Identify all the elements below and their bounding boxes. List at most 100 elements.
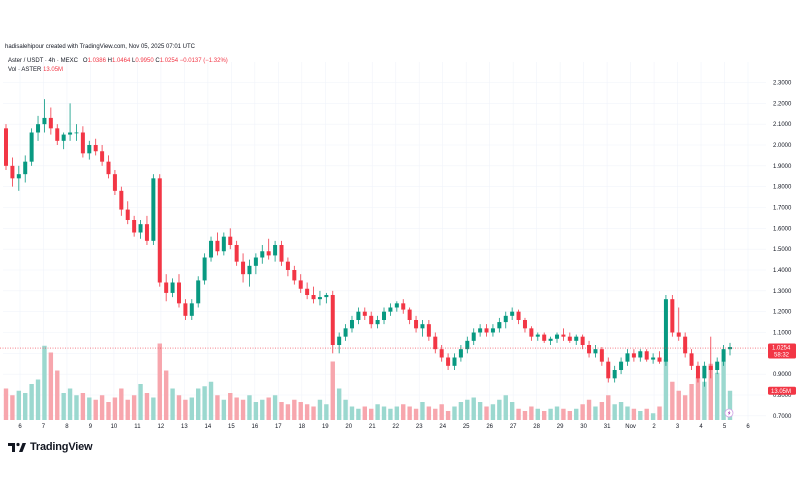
time-tick-label: 24 — [439, 424, 446, 430]
time-tick-label: 28 — [533, 424, 540, 430]
volume-bar — [119, 388, 124, 420]
volume-bar — [375, 404, 380, 420]
volume-bar — [343, 399, 348, 420]
candle-body — [420, 324, 425, 329]
candle-body — [651, 357, 656, 360]
volume-bar — [625, 406, 630, 420]
volume-bar — [234, 397, 239, 420]
volume-bar — [240, 399, 246, 420]
volume-bar — [433, 408, 438, 420]
volume-bar — [157, 343, 162, 420]
price-tick-label: 2.2000 — [773, 101, 792, 107]
volume-bar — [183, 399, 188, 420]
time-tick-label: 9 — [89, 424, 93, 430]
candle-body — [228, 236, 233, 245]
volume-bar — [369, 408, 374, 420]
price-tick-label: 1.4000 — [773, 268, 792, 274]
volume-bar — [727, 390, 733, 420]
price-tick-label: 1.5000 — [773, 247, 792, 253]
volume-bar — [484, 406, 489, 420]
legend-close-value: 1.0254 — [159, 58, 179, 64]
volume-bar — [48, 352, 54, 420]
candle-body — [196, 280, 201, 304]
volume-bar — [16, 390, 22, 420]
volume-bar — [490, 404, 496, 420]
time-tick-label: 13 — [181, 424, 188, 430]
volume-bar — [567, 411, 573, 420]
candle-body — [324, 295, 329, 298]
volume-bar — [163, 370, 169, 420]
candle-body — [426, 324, 431, 337]
legend-ohlc-row: Aster / USDT · 4h · MEXC O1.0386 H1.0464… — [8, 57, 228, 66]
candle-body — [567, 336, 572, 341]
candle-body — [100, 151, 105, 162]
volume-bar — [394, 406, 400, 420]
candle-body — [561, 334, 566, 337]
candle-body — [715, 361, 720, 370]
volume-bar — [29, 384, 34, 420]
volume-bar — [253, 402, 259, 420]
time-axis[interactable]: 6 7 8 9 10 11 12 13 14 15 16 17 18 19 20 21 22 23 24 25 26 27… — [18, 424, 750, 430]
tradingview-logo-icon — [8, 442, 26, 452]
volume-bar — [349, 406, 355, 420]
candle-body — [670, 299, 675, 333]
volume-bar — [682, 395, 688, 420]
volume-bar — [125, 399, 130, 420]
candle-body — [683, 336, 688, 354]
candle-body — [663, 299, 668, 362]
candle-body — [311, 295, 316, 300]
candle-body — [260, 251, 265, 258]
candle-body — [497, 322, 502, 329]
legend-volume-label[interactable]: Vol · ASTER — [8, 67, 42, 73]
candle-body — [535, 334, 540, 337]
price-tick-label: 1.7000 — [773, 206, 792, 212]
volume-bar — [599, 402, 605, 420]
volume-bar — [580, 404, 585, 420]
legend-symbol[interactable]: Aster / USDT · 4h · MEXC — [8, 58, 78, 64]
volume-bar — [657, 406, 662, 420]
candle-body — [529, 328, 534, 337]
time-tick-label: 7 — [42, 424, 46, 430]
candle-body — [221, 236, 226, 252]
grid-lines — [3, 62, 766, 420]
volume-bar — [221, 399, 227, 420]
tradingview-brand[interactable]: TradingView — [8, 441, 93, 453]
candle-body — [401, 303, 406, 310]
volume-bar — [260, 399, 265, 420]
candle-body — [234, 245, 239, 262]
flash-icon[interactable] — [724, 408, 734, 418]
candle-body — [305, 288, 310, 295]
volume-bar — [74, 395, 79, 420]
time-tick-label: 26 — [486, 424, 493, 430]
volume-bar — [215, 395, 220, 420]
volume-bar — [324, 404, 329, 420]
volume-bar — [503, 395, 508, 420]
candle-body — [369, 315, 374, 325]
volume-badge-value: 13.05M — [771, 389, 791, 395]
candle-body — [599, 349, 604, 362]
volume-bar — [714, 372, 720, 420]
volume-bar — [702, 381, 707, 420]
candle-body — [446, 357, 451, 366]
candle-body — [343, 328, 348, 337]
volume-bar — [304, 404, 310, 420]
time-tick-label: 31 — [604, 424, 611, 430]
candle-body — [164, 282, 169, 293]
candle-body — [644, 351, 649, 360]
time-tick-label: 16 — [251, 424, 258, 430]
volume-bar — [689, 384, 694, 420]
candle-body — [87, 145, 92, 154]
price-tick-label: 1.8000 — [773, 185, 792, 191]
time-tick-label: Nov — [625, 424, 636, 430]
time-tick-label: 6 — [18, 424, 22, 430]
price-axis[interactable]: 2.3000 2.2000 2.1000 2.0000 1.9000 1.8000 1.70… — [773, 81, 792, 420]
candle-body — [439, 349, 444, 358]
candle-body — [574, 336, 579, 341]
time-tick-label: 8 — [65, 424, 69, 430]
candle-body — [93, 145, 98, 152]
price-tick-label: 1.1000 — [773, 331, 792, 337]
candle-body — [638, 351, 643, 358]
volume-bar — [663, 359, 669, 420]
volume-bar — [99, 395, 105, 420]
